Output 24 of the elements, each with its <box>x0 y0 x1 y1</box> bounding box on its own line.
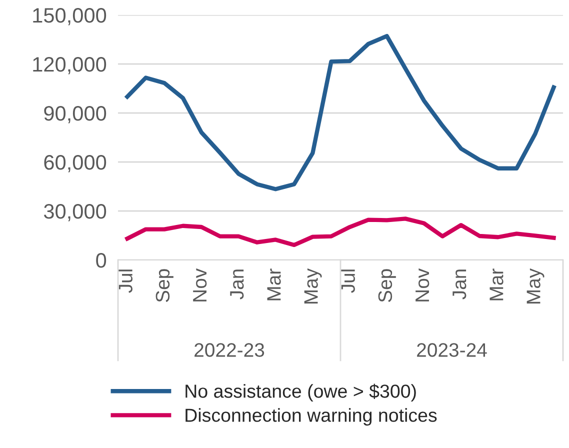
line-series <box>125 34 556 192</box>
x-tick-label: Nov <box>416 268 430 302</box>
y-tick-label: 0 <box>96 253 106 268</box>
text: 2022-23 <box>194 343 264 357</box>
y-tick-label: 30,000 <box>44 204 106 222</box>
x-tick-label: May <box>304 268 322 304</box>
x-tick-label: May <box>526 268 544 304</box>
x-tick-label: Nov <box>193 268 207 302</box>
x-tick-label: Mar <box>267 268 281 300</box>
x-tick-label: Jul <box>340 270 355 293</box>
y-tick-label: 120,000 <box>33 57 106 74</box>
y-tick-label: 60,000 <box>44 155 106 172</box>
y-tick-label: 90,000 <box>44 106 106 124</box>
y-tick-label: 150,000 <box>33 8 106 26</box>
x-tick-label: Jul <box>118 270 132 293</box>
legend-label: No assistance (owe > $300) <box>186 384 416 402</box>
legend-label: Disconnection warning notices <box>186 408 437 426</box>
text: 2023-24 <box>417 343 487 357</box>
x-tick-label: Jan <box>230 270 244 300</box>
x-tick-label: Sep <box>156 269 174 302</box>
x-tick-label: Mar <box>490 268 504 300</box>
x-tick-label: Jan <box>452 270 466 300</box>
x-tick-label: Sep <box>378 269 396 302</box>
line-series <box>125 216 556 248</box>
